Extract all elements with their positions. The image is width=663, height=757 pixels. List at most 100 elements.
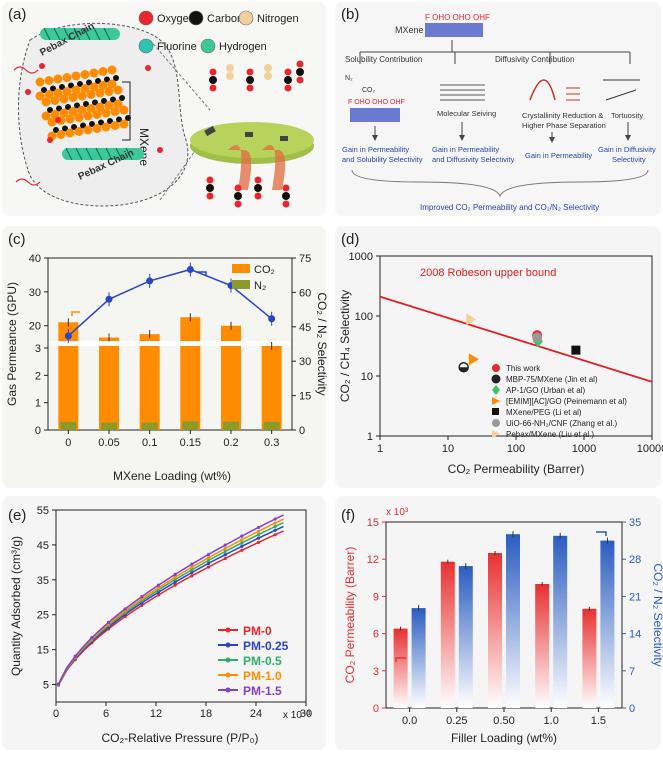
c-y2tick: 15 [299, 391, 311, 403]
f-ytick: 9 [373, 591, 379, 603]
co2-bar [58, 322, 79, 430]
mxene-formula: F OHO OHO OHF [425, 13, 490, 22]
isotherm-line [57, 514, 284, 685]
d-point [571, 345, 581, 355]
panel-e-label: (e) [8, 507, 26, 524]
permeability-bar [535, 584, 550, 708]
n2-bar [263, 421, 280, 430]
gain-4b: Selectivity [612, 155, 646, 164]
e-xtick: 12 [150, 708, 162, 720]
e-legend-label: PM-0.5 [243, 654, 282, 668]
c-y2tick: 60 [299, 287, 311, 299]
c-y2tick: 0 [299, 425, 305, 437]
formula-small: F OHO OHO OHF [348, 99, 405, 106]
c-ytick-low: 0 [35, 425, 41, 437]
d-legend-label: MBP-75/MXene (Jin et al) [506, 375, 598, 384]
d-legend-label: [EMIM][AC]/GO (Peinemann et al) [506, 397, 627, 406]
f-ytick: 12 [367, 554, 379, 566]
n2-bar [182, 421, 199, 430]
isotherm-point [256, 525, 261, 530]
c-xtick: 0.05 [98, 437, 119, 449]
isotherm-point [106, 620, 111, 625]
isotherm-point [56, 682, 61, 686]
c-y2tick: 45 [299, 322, 311, 334]
tortuosity-path [603, 79, 640, 101]
d-ytick: 10 [361, 371, 373, 383]
y2-arrow [196, 271, 207, 276]
isotherm-point [90, 636, 94, 640]
isotherm-point [240, 548, 244, 552]
d-xtick: 10000 [637, 443, 663, 455]
axis-break [49, 341, 291, 346]
f-y-arrow [395, 657, 406, 662]
plot-frame-e [55, 509, 307, 703]
permeability-bar [582, 608, 597, 708]
d-legend-label: This work [506, 364, 541, 373]
c-ytick-low: 1 [35, 398, 41, 410]
isotherm-point [223, 553, 227, 557]
isotherm-point [240, 534, 244, 538]
selectivity-bar [411, 608, 426, 708]
isotherm-point [273, 517, 277, 521]
hydrogen-legend-icon [200, 38, 216, 54]
co2-bar [99, 337, 119, 430]
f-ylabel: CO₂ Permeability (Barrer) [343, 547, 357, 684]
fluorine-legend-label: Fluorine [157, 41, 197, 53]
isotherm-point [190, 565, 194, 569]
f-y2tick: 21 [629, 591, 641, 603]
gain-2b: and Diffusivity Selectivity [432, 155, 515, 164]
panel-c: (c) 0 1 2 3 20 30 40 0 15 30 45 60 75 0 0.05 0.1 0.15 0.2… [5, 231, 329, 483]
isotherm-point [190, 568, 194, 572]
tortuosity-label: Tortuosity [611, 111, 643, 120]
c-legend-label: N₂ [254, 280, 266, 292]
permeability-bar [393, 628, 408, 708]
selectivity-line [67, 268, 273, 337]
isotherm-point [240, 538, 244, 542]
isotherm-point [256, 540, 261, 544]
n2-bar [60, 421, 77, 430]
e-xtick: 30 [300, 708, 312, 720]
e-ytick: 15 [37, 645, 49, 657]
e-xtick: 18 [200, 708, 212, 720]
isotherm-point [156, 583, 161, 587]
gas-molecules [206, 60, 304, 208]
f-xtick: 0.25 [446, 715, 467, 727]
plot-frame-c [47, 257, 293, 431]
isotherm-point [173, 572, 177, 576]
f-y2tick: 7 [629, 666, 635, 678]
panel-e-bg [2, 496, 326, 750]
panel-d-bg [335, 226, 661, 488]
panel-c-label: (c) [8, 231, 26, 248]
c-legend-label: CO₂ [254, 264, 275, 276]
f-ytick: 3 [373, 666, 379, 678]
d-legend-marker [492, 397, 500, 405]
f-y2tick: 14 [629, 629, 641, 641]
f-xtick: 0.50 [493, 715, 514, 727]
crystallinity-1: Crystallinity Reduction & [522, 111, 603, 120]
isotherm-point [240, 541, 244, 545]
mxene-label: MXene [137, 128, 151, 166]
c-ytick-up: 20 [29, 321, 41, 333]
isotherm-point [140, 603, 144, 607]
co2-bar [139, 334, 160, 430]
c-ytick-up: 30 [29, 287, 41, 299]
co2-bar-break [180, 341, 201, 346]
panel-b-bg [335, 2, 661, 216]
panel-d-label: (d) [341, 231, 359, 248]
panel-a-label: (a) [8, 6, 26, 23]
panel-a: (a) Pebax Chain MXene Pebax Chain Oxygen… [8, 6, 314, 208]
diffusivity-label: Diffusivity Contribution [495, 55, 574, 64]
oxygen-legend-icon [138, 10, 154, 26]
d-point [468, 353, 479, 366]
d-legend-marker [492, 430, 500, 438]
n2-bar [223, 421, 239, 430]
d-point [466, 313, 477, 326]
e-ytick: 25 [37, 610, 49, 622]
d-legend-marker [492, 385, 500, 395]
d-legend-label: AP-1/GO (Urban et al) [506, 386, 585, 395]
isotherm-point [173, 580, 177, 584]
e-legend-label: PM-1.5 [243, 684, 282, 698]
selectivity-bar [506, 534, 520, 708]
c-xtick: 0 [65, 437, 71, 449]
